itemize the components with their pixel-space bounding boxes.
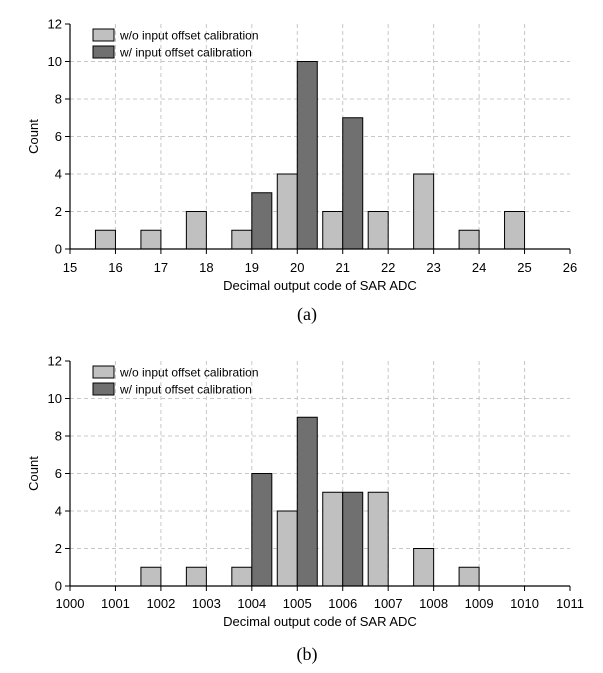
x-tick-label: 15	[63, 260, 77, 275]
bar-without-calibration	[276, 510, 298, 587]
bar-without-calibration	[458, 566, 480, 587]
y-tick-label: 2	[55, 204, 62, 219]
y-tick-label: 6	[55, 466, 62, 481]
x-axis-label: Decimal output code of SAR ADC	[223, 614, 417, 629]
y-axis-label: Count	[26, 119, 41, 154]
x-tick-label: 1008	[419, 596, 448, 611]
legend-swatch-without-calibration	[92, 365, 115, 379]
bar-with-calibration	[342, 491, 364, 587]
chart-panel-a: 15 16 17 18 19 20 21 22 23 24 25 26024681012Decimal…	[26, 17, 577, 326]
y-tick-label: 0	[55, 242, 62, 257]
x-tick-label: 18	[199, 260, 213, 275]
y-tick-label: 4	[55, 167, 62, 182]
y-tick-label: 8	[55, 429, 62, 444]
x-tick-label: 24	[472, 260, 486, 275]
x-tick-label: 1011	[556, 596, 584, 611]
x-tick-label: 21	[335, 260, 349, 275]
x-tick-label: 1005	[283, 596, 312, 611]
figure-caption: (b)	[297, 644, 318, 665]
x-tick-label: 17	[154, 260, 168, 275]
bar-without-calibration	[231, 229, 253, 250]
bar-without-calibration	[367, 211, 389, 250]
bar-without-calibration	[140, 566, 162, 587]
x-tick-label: 1003	[192, 596, 221, 611]
x-tick-label: 1010	[510, 596, 539, 611]
y-tick-label: 10	[48, 54, 62, 69]
x-tick-label: 19	[245, 260, 259, 275]
y-tick-label: 4	[55, 504, 62, 519]
x-tick-label: 26	[563, 260, 577, 275]
y-tick-label: 0	[55, 579, 62, 594]
legend-label: w/ input offset calibration	[119, 383, 252, 397]
y-axis-label: Count	[26, 456, 41, 491]
bar-without-calibration	[413, 173, 435, 250]
y-tick-label: 10	[48, 391, 62, 406]
figure-caption: (a)	[297, 304, 317, 325]
legend-swatch-without-calibration	[92, 28, 115, 42]
legend-swatch-with-calibration	[92, 45, 115, 59]
x-tick-label: 25	[517, 260, 531, 275]
x-tick-label: 1009	[465, 596, 494, 611]
bar-with-calibration	[342, 117, 364, 250]
y-tick-label: 6	[55, 129, 62, 144]
bar-with-calibration	[296, 416, 318, 587]
bar-without-calibration	[322, 211, 344, 250]
bar-without-calibration	[231, 566, 253, 587]
bar-without-calibration	[140, 229, 162, 250]
bar-without-calibration	[413, 548, 435, 587]
x-tick-label: 16	[108, 260, 122, 275]
y-tick-label: 8	[55, 92, 62, 107]
x-axis-label: Decimal output code of SAR ADC	[223, 278, 417, 293]
x-tick-label: 1002	[146, 596, 175, 611]
bar-with-calibration	[296, 61, 318, 250]
x-tick-label: 1001	[101, 596, 130, 611]
bar-with-calibration	[251, 473, 273, 587]
bar-without-calibration	[185, 211, 207, 250]
bar-without-calibration	[458, 229, 480, 250]
x-tick-label: 23	[426, 260, 440, 275]
legend-swatch-with-calibration	[92, 382, 115, 396]
x-tick-label: 1004	[237, 596, 266, 611]
bar-without-calibration	[322, 491, 344, 587]
chart-panel-b: 1000 1001 1002 1003 1004 1005 1006 1007 1008 1009…	[26, 354, 584, 666]
bar-without-calibration	[185, 566, 207, 587]
y-tick-label: 2	[55, 541, 62, 556]
legend-label: w/ input offset calibration	[119, 46, 252, 60]
bar-without-calibration	[367, 491, 389, 587]
x-tick-label: 22	[381, 260, 395, 275]
x-tick-label: 1007	[374, 596, 403, 611]
bar-without-calibration	[94, 229, 116, 250]
x-tick-label: 1000	[56, 596, 85, 611]
y-tick-label: 12	[48, 17, 62, 32]
bar-without-calibration	[504, 211, 526, 250]
y-tick-label: 12	[48, 354, 62, 369]
legend-label: w/o input offset calibration	[119, 29, 259, 43]
x-tick-label: 1006	[328, 596, 357, 611]
bar-without-calibration	[276, 173, 298, 250]
bar-with-calibration	[251, 192, 273, 250]
x-tick-label: 20	[290, 260, 304, 275]
legend-label: w/o input offset calibration	[119, 366, 259, 380]
